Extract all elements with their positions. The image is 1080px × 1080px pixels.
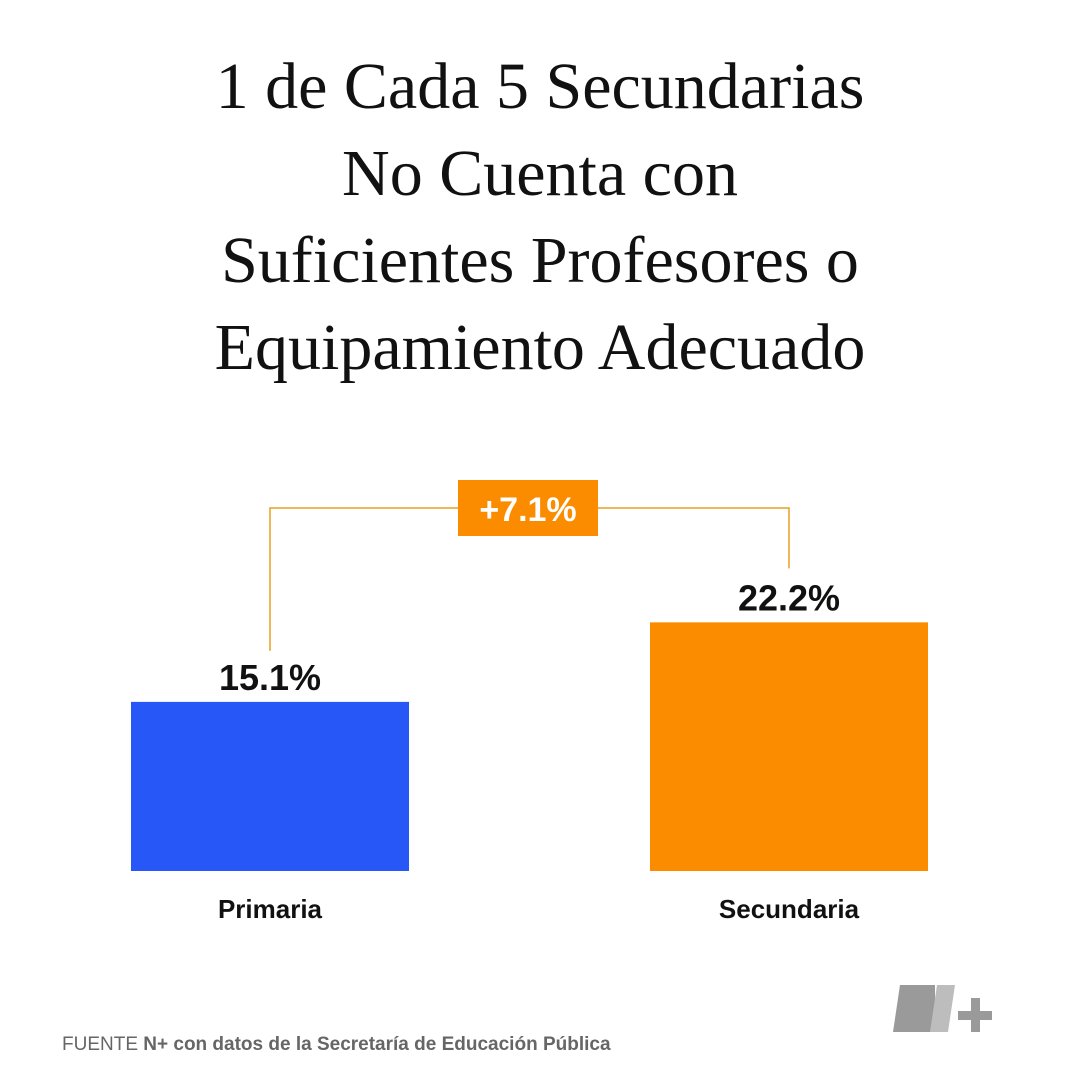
logo-n — [930, 985, 955, 1032]
logo — [893, 985, 992, 1032]
x-tick-label: Secundaria — [719, 894, 860, 924]
chart-title: Suficientes Profesores o — [221, 224, 859, 297]
value-label: 15.1% — [219, 657, 321, 698]
value-label: 22.2% — [738, 577, 840, 618]
logo-plus — [971, 998, 980, 1032]
annotation: +7.1% — [479, 491, 576, 529]
x-tick-label: Primaria — [218, 894, 323, 924]
chart-title: 1 de Cada 5 Secundarias — [216, 50, 865, 123]
chart-title: No Cuenta con — [342, 137, 738, 210]
chart-title: Equipamiento Adecuado — [215, 311, 866, 384]
logo-n — [893, 985, 935, 1032]
bar — [131, 701, 409, 871]
bar — [650, 622, 928, 871]
source: FUENTE N+ con datos de la Secretaría de … — [62, 1034, 611, 1055]
annotation-box — [458, 480, 598, 536]
source-prefix: FUENTE — [62, 1034, 138, 1055]
source-text: N+ con datos de la Secretaría de Educaci… — [143, 1034, 611, 1055]
